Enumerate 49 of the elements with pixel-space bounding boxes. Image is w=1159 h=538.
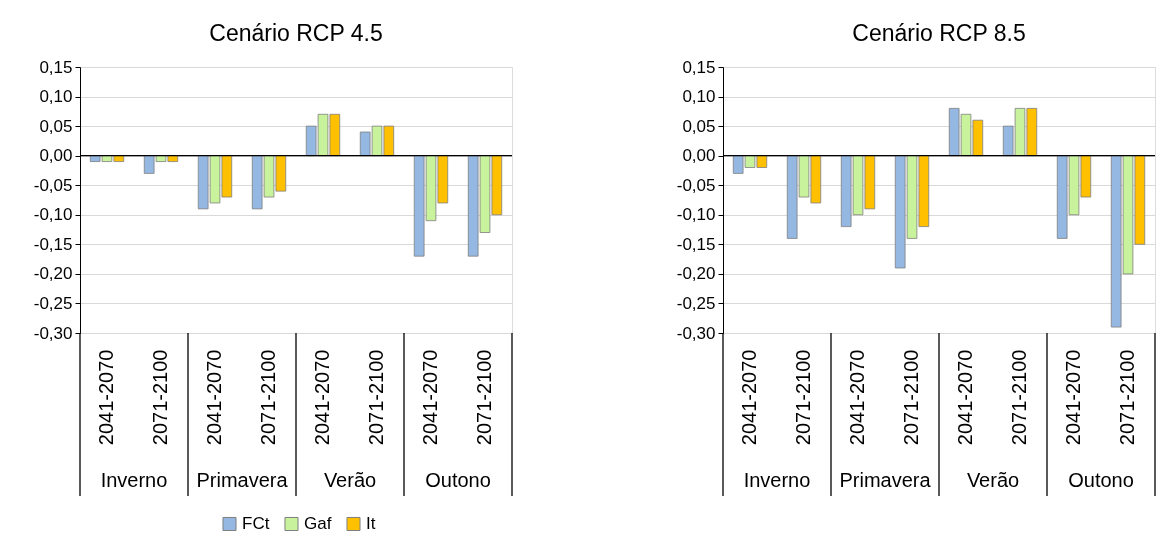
text: Outono <box>425 469 491 491</box>
y-tick-label: 0,00 <box>39 146 73 166</box>
y-tick-label: -0,15 <box>676 234 716 254</box>
x-tick-label: 2041-2070 <box>311 349 333 446</box>
y-tick-label: -0,20 <box>676 264 716 284</box>
legend-label: Gaf <box>304 513 332 533</box>
text: Verão <box>966 469 1020 491</box>
text: Outono <box>1068 469 1134 491</box>
x-tick-label: 2071-2100 <box>1116 349 1138 446</box>
x-tick-label: 2041-2070 <box>1062 349 1084 446</box>
text: Verão <box>323 469 377 491</box>
x-tick-label: 2041-2070 <box>95 349 117 446</box>
chart-title: Cenário RCP 8.5 <box>852 20 1026 46</box>
legend-label: It <box>366 513 376 533</box>
y-tick-label: -0,10 <box>676 205 716 225</box>
text: Primavera <box>839 469 932 491</box>
y-tick-label: -0,25 <box>676 293 716 313</box>
text: Inverno <box>100 469 168 491</box>
x-tick-label: 2071-2100 <box>257 349 279 446</box>
x-tick-label: 2041-2070 <box>846 349 868 446</box>
y-tick-label: 0,05 <box>682 116 716 136</box>
x-tick-label: 2071-2100 <box>792 349 814 446</box>
x-tick-label: 2071-2100 <box>149 349 171 446</box>
x-tick-label: 2041-2070 <box>419 349 441 446</box>
y-tick-label: -0,20 <box>33 264 73 284</box>
x-tick-label: 2071-2100 <box>365 349 387 446</box>
x-tick-label: 2071-2100 <box>900 349 922 446</box>
y-tick-label: -0,05 <box>676 175 716 195</box>
x-tick-label: 2071-2100 <box>1008 349 1030 446</box>
text: Inverno <box>743 469 811 491</box>
chart-title: Cenário RCP 4.5 <box>209 20 383 46</box>
y-tick-label: 0,10 <box>682 87 716 107</box>
y-tick-label: -0,05 <box>33 175 73 195</box>
x-tick-label: 2041-2070 <box>954 349 976 446</box>
y-tick-label: -0,30 <box>33 323 73 343</box>
x-tick-label: 2041-2070 <box>738 349 760 446</box>
text: Primavera <box>196 469 289 491</box>
y-tick-label: 0,05 <box>39 116 73 136</box>
y-tick-label: -0,30 <box>676 323 716 343</box>
y-tick-label: -0,15 <box>33 234 73 254</box>
x-tick-label: 2071-2100 <box>473 349 495 446</box>
y-tick-label: 0,10 <box>39 87 73 107</box>
y-tick-label: -0,10 <box>33 205 73 225</box>
legend-label: FCt <box>242 513 270 533</box>
y-tick-label: 0,15 <box>682 57 716 77</box>
y-tick-label: 0,00 <box>682 146 716 166</box>
y-tick-label: -0,25 <box>33 293 73 313</box>
x-tick-label: 2041-2070 <box>203 349 225 446</box>
y-tick-label: 0,15 <box>39 57 73 77</box>
